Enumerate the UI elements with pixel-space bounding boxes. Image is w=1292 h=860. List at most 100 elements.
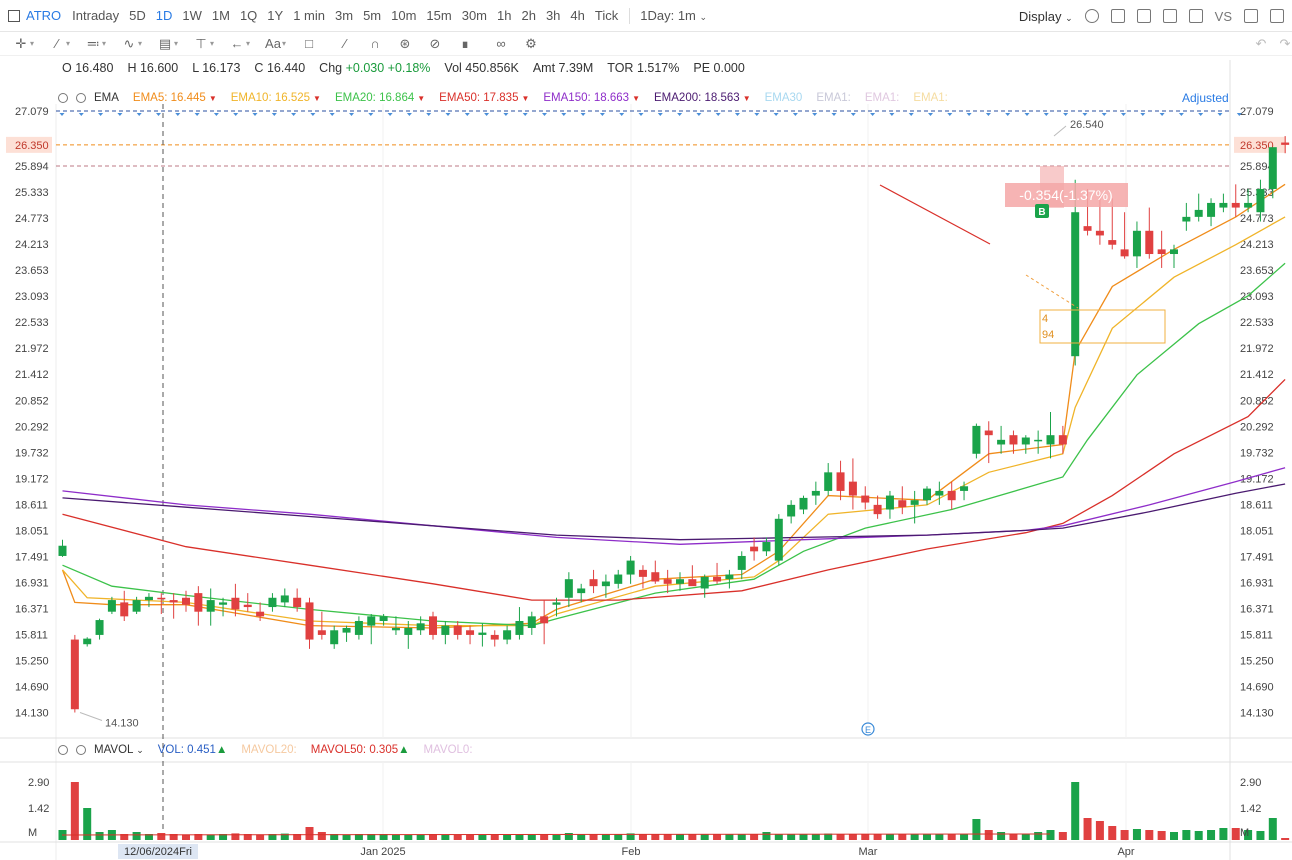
range-marker [715,113,721,116]
hide-icon[interactable]: ⊘ [429,35,441,51]
volume-indicator-name[interactable]: MAVOL ⌄ [94,744,144,756]
settings-icon[interactable]: ⚙ [525,35,537,51]
ema-legend-item[interactable]: EMA1: [816,92,851,104]
chevron-down-icon[interactable]: ▾ [30,39,35,48]
candle-body [1071,212,1080,357]
volume-settings-icon[interactable] [58,745,68,755]
candle-body [1207,202,1216,217]
ema-legend-item[interactable]: EMA10: 16.525 ▼ [231,92,321,104]
ruler-icon[interactable]: ∕ [343,36,347,51]
layout-box-icon[interactable] [1110,9,1125,23]
range-marker [696,113,702,116]
magnet-icon[interactable]: ∩ [370,36,380,51]
ema-legend-item[interactable]: EMA30 [765,92,803,104]
interval-tab[interactable]: 10m [391,8,417,23]
candle-body [552,602,561,605]
interval-tab[interactable]: 15m [426,8,452,23]
interval-tab[interactable]: 1Q [239,8,258,23]
interval-tab[interactable]: 2h [521,8,536,23]
adjusted-label[interactable]: Adjusted [1182,91,1229,105]
interval-tab[interactable]: Intraday [72,8,120,23]
ema-legend-item[interactable]: EMA5: 16.445 ▼ [133,92,217,104]
display-button[interactable]: Display ⌄ [1019,9,1073,24]
period-select[interactable]: 1Day: 1m ⌄ [640,8,707,23]
volume-legend-item[interactable]: MAVOL50: 0.305▲ [311,744,410,756]
interval-tab[interactable]: 1Y [267,8,284,23]
open-label: O [62,61,72,75]
chevron-down-icon[interactable]: ▾ [282,39,287,48]
panel-icon[interactable] [1244,9,1258,23]
interval-tab[interactable]: 1M [211,8,230,23]
trash-icon[interactable]: ∎ [460,35,470,51]
volume-bar [490,834,499,840]
candle-body [1256,188,1265,213]
measure-icon[interactable]: ⊤ [195,35,207,51]
ema-legend-item[interactable]: EMA200: 18.563 ▼ [654,92,751,104]
price-tick-right: 20.852 [1240,395,1274,407]
interval-tab[interactable]: 1 min [293,8,325,23]
interval-tab[interactable]: Tick [594,8,619,23]
arrow-icon[interactable]: ← [230,36,244,51]
volume-bar [626,833,635,840]
window-icon[interactable] [1270,9,1284,23]
ema-legend-item[interactable]: EMA150: 18.663 ▼ [543,92,640,104]
redo-icon[interactable]: ↷ [1279,35,1291,51]
interval-tab[interactable]: 4h [570,8,585,23]
volume-legend-item[interactable]: MAVOL20: [241,744,296,756]
low-value: L 16.173 [192,61,240,75]
buy-marker-label: B [1038,207,1045,218]
link-icon[interactable]: ∞ [496,36,506,51]
pattern-icon[interactable]: ∿ [123,35,135,51]
ema-legend-item[interactable]: EMA20: 16.864 ▼ [335,92,425,104]
ema-legend-item[interactable]: EMA50: 17.835 ▼ [439,92,529,104]
volume-bar [1009,834,1018,840]
chevron-down-icon[interactable]: ▾ [174,39,179,48]
interval-tab[interactable]: 5m [363,8,382,23]
interval-tab[interactable]: 30m [461,8,488,23]
volume-legend-item[interactable]: VOL: 0.451▲ [158,744,228,756]
turnover-value: TOR 1.517% [607,61,679,75]
candle-body [651,572,660,582]
chevron-down-icon[interactable]: ▾ [246,39,251,48]
channel-icon[interactable]: ≕ [86,35,100,51]
candle-body [910,500,919,505]
symbol-area[interactable]: ATRO [0,8,67,23]
undo-icon[interactable]: ↶ [1255,35,1267,51]
interval-tab[interactable]: 1h [497,8,512,23]
comment-icon[interactable]: □ [305,36,313,51]
camera-icon[interactable] [1136,9,1151,23]
fib-icon[interactable]: ▤ [158,35,172,51]
chevron-down-icon[interactable]: ▾ [102,39,107,48]
ema-legend-item[interactable]: EMA1: [865,92,900,104]
text-tool[interactable]: Aa [265,36,281,51]
interval-tab[interactable]: 3m [335,8,354,23]
gear-icon[interactable] [1084,9,1099,23]
crosshair-move-icon[interactable]: ✛ [15,35,27,51]
fullscreen-icon[interactable] [1188,9,1203,23]
candle-body [95,620,104,635]
trend-line-icon[interactable]: ∕ [55,36,59,51]
ema-legend-label: EMA1: [913,92,948,104]
indicator-settings-icon[interactable] [58,93,68,103]
interval-tab[interactable]: 1D [155,8,173,23]
indicator-close-icon[interactable] [76,93,86,103]
chevron-down-icon[interactable]: ▾ [138,39,143,48]
interval-tab[interactable]: 1W [182,8,202,23]
ema-legend-item[interactable]: EMA1: [913,92,948,104]
high-number: 16.600 [139,61,179,75]
interval-tab[interactable]: 5D [129,8,146,23]
chevron-down-icon[interactable]: ▾ [210,39,215,48]
compare-button[interactable]: VS [1214,8,1232,24]
indicator-name[interactable]: EMA [94,92,119,104]
interval-tab[interactable]: 3h [545,8,561,23]
price-tick-right: 18.611 [1240,499,1273,511]
layout-icon[interactable] [8,9,20,22]
symbol-label[interactable]: ATRO [26,8,62,23]
volume-bar [564,833,573,840]
lock-icon[interactable]: ⊛ [399,35,411,51]
chevron-down-icon[interactable]: ▾ [66,39,71,48]
volume-legend-item[interactable]: MAVOL0: [424,744,473,756]
volume-close-icon[interactable] [76,745,86,755]
pencil-icon[interactable] [1162,9,1177,23]
